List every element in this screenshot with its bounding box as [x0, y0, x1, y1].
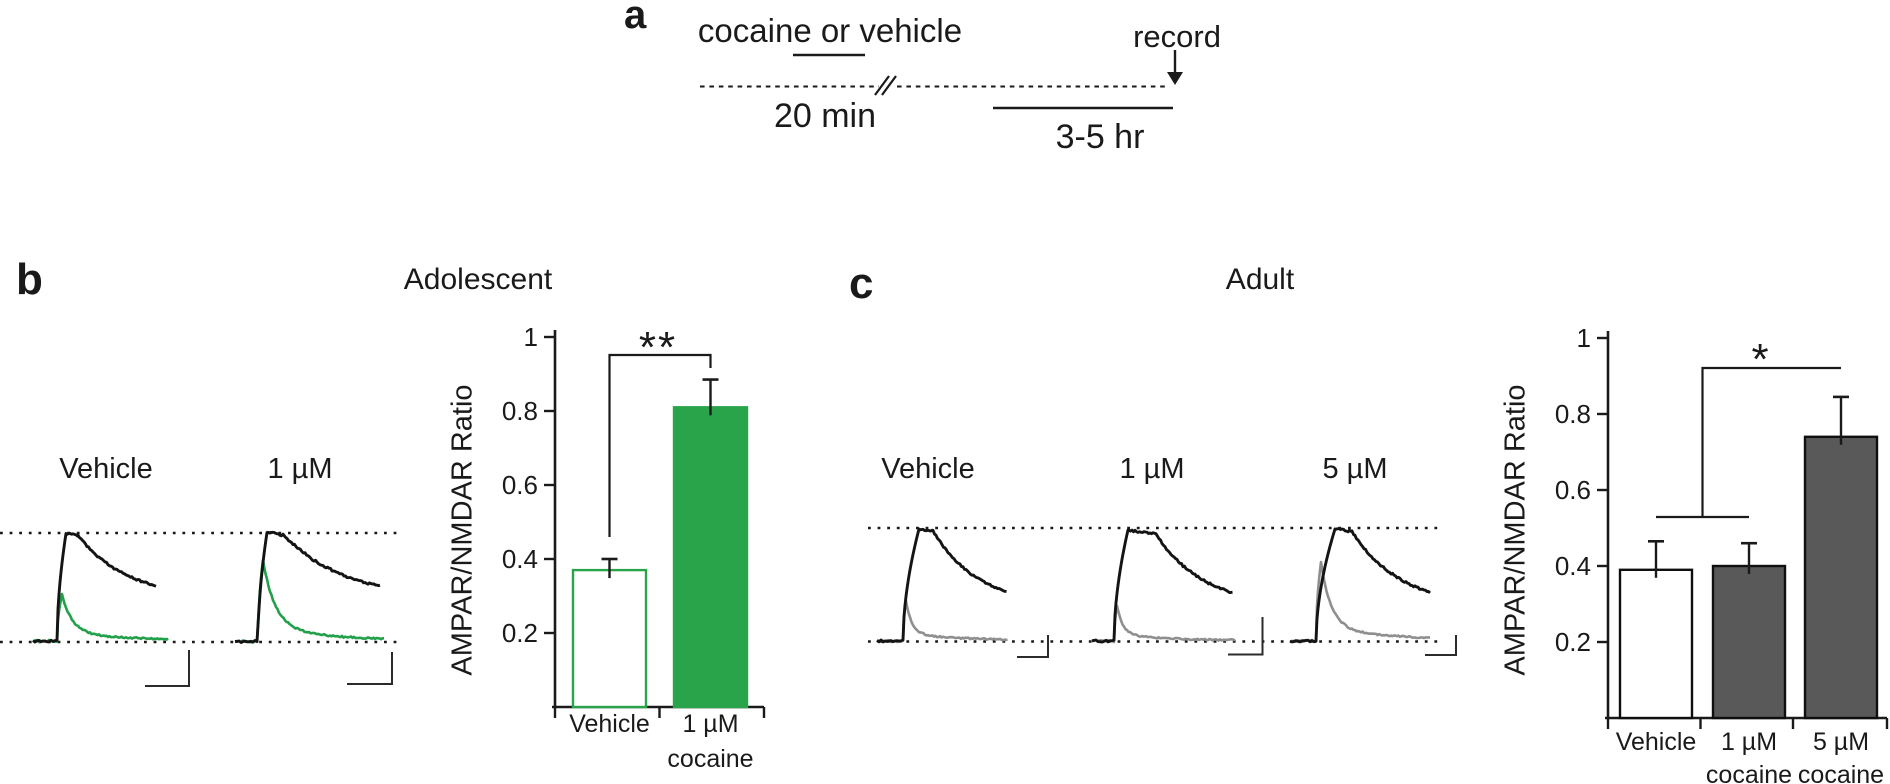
- y-tick-label: 0.2: [501, 618, 538, 648]
- significance-bracket: [608, 353, 712, 537]
- significance-star-c: *: [1751, 335, 1771, 384]
- y-tick-label: 0.6: [501, 470, 538, 500]
- scale-bar: [347, 652, 393, 685]
- treatment-label: cocaine or vehicle: [697, 12, 963, 49]
- category-label: cocaine: [1797, 761, 1885, 784]
- y-tick-label: 0.8: [1554, 399, 1591, 429]
- nmdar-trace: [1289, 527, 1431, 644]
- record-label: record: [1133, 19, 1221, 54]
- significance-bracket: [1701, 366, 1841, 517]
- y-tick-label: 1: [523, 322, 538, 352]
- panel-c-letter: c: [849, 259, 874, 308]
- ampar-trace: [1091, 604, 1236, 644]
- nmdar-trace: [32, 532, 157, 644]
- y-tick-label: 0.6: [1554, 475, 1591, 505]
- category-label: cocaine: [667, 745, 754, 773]
- category-label: 1 µM: [1720, 728, 1778, 756]
- scale-bar: [1425, 635, 1457, 656]
- bar-1-um-cocaine: [1711, 564, 1787, 720]
- trace-label-c-1um: 1 µM: [1119, 453, 1185, 485]
- scale-bar: [1017, 635, 1049, 658]
- y-tick-label: 0.8: [501, 396, 538, 426]
- bar-vehicle: [1618, 568, 1694, 720]
- category-label: 5 µM: [1812, 728, 1870, 756]
- y-tick-label: 0.4: [1554, 551, 1591, 581]
- bar-vehicle: [571, 568, 648, 709]
- scale-bar: [145, 650, 190, 687]
- category-label: cocaine: [1705, 761, 1793, 784]
- ampar-trace: [1289, 560, 1430, 644]
- nmdar-trace: [234, 530, 381, 644]
- trace-label-c-vehicle: Vehicle: [881, 453, 975, 485]
- category-label: 1 µM: [682, 710, 739, 738]
- nmdar-trace: [1091, 528, 1233, 644]
- record-arrow-head: [1167, 72, 1183, 85]
- bar-1-um-cocaine: [672, 406, 749, 709]
- y-tick-label: 0.2: [1554, 627, 1591, 657]
- panel-b-title: Adolescent: [403, 263, 553, 296]
- panel-c-title: Adult: [1225, 263, 1295, 296]
- bar-5-um-cocaine: [1803, 435, 1879, 720]
- significance-stars-b: **: [638, 323, 678, 372]
- interval-20min-label: 20 min: [773, 97, 877, 135]
- trace-label-b-1um: 1 µM: [267, 453, 333, 485]
- trace-label-c-5um: 5 µM: [1322, 453, 1388, 485]
- ampar-trace: [876, 599, 1008, 644]
- nmdar-trace: [876, 527, 1007, 644]
- timeline-break-mark: [881, 75, 897, 96]
- trace-label-b-vehicle: Vehicle: [59, 453, 153, 485]
- panel-b-letter: b: [16, 255, 43, 304]
- timeline-break-mark: [874, 75, 890, 96]
- ampar-trace: [32, 592, 169, 644]
- category-label: Vehicle: [1615, 728, 1697, 756]
- scale-bar: [1228, 617, 1264, 656]
- category-label: Vehicle: [569, 710, 650, 738]
- interval-3-5hr-label: 3-5 hr: [1055, 118, 1145, 156]
- y-tick-label: 1: [1576, 323, 1591, 353]
- panel-a-letter: a: [624, 0, 647, 37]
- y-tick-label: 0.4: [501, 544, 538, 574]
